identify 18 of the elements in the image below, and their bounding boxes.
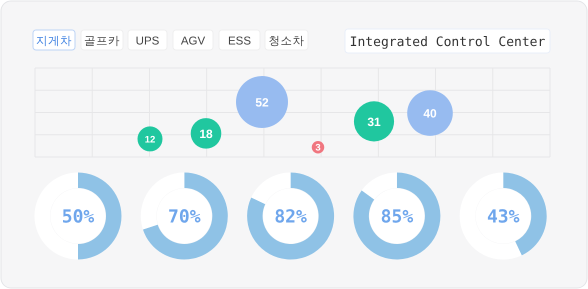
text: Integrated Control Center [350,35,546,50]
text: 70% [168,206,201,228]
text: UPS [136,36,160,48]
text: AGV [180,36,206,48]
text: 지게차 [36,36,72,48]
text: 40 [423,106,437,121]
text: 골프카 [84,36,120,48]
text: 82% [274,206,308,228]
text: 52 [255,96,269,110]
text: ESS [228,36,252,48]
text: 85% [380,206,414,228]
text: 43% [486,206,520,228]
text: 18 [199,126,213,141]
text: 3 [315,142,321,154]
text: 50% [62,206,94,228]
text: 31 [367,114,381,129]
text: 12 [144,134,156,146]
text: 청소차 [268,36,304,48]
